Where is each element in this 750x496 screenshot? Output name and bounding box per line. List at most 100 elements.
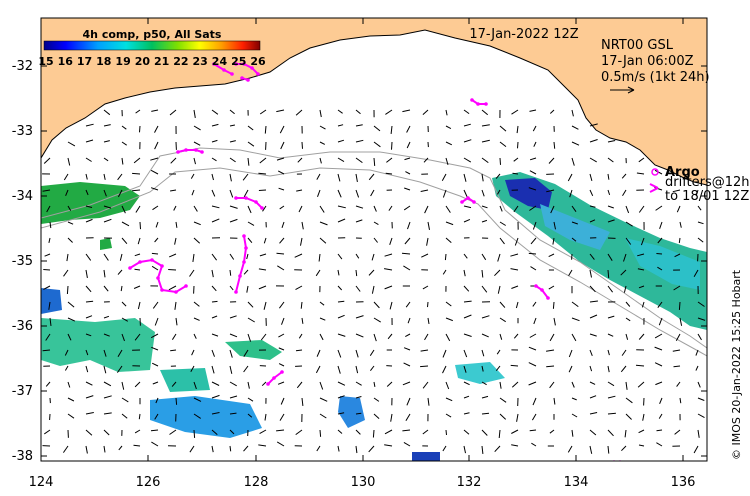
current-arrow	[481, 253, 487, 261]
sst-patch	[540, 204, 610, 250]
current-arrow	[514, 237, 519, 246]
current-arrow	[45, 333, 51, 341]
current-arrow	[103, 365, 107, 374]
colorbar-tick-label: 19	[115, 55, 130, 68]
current-arrow	[319, 429, 322, 437]
current-arrow	[407, 317, 411, 324]
lat-tick-label: -32	[12, 59, 33, 74]
current-arrow	[607, 285, 614, 293]
current-arrow	[259, 253, 267, 257]
current-arrow	[264, 413, 267, 421]
current-arrow	[67, 157, 71, 166]
current-arrow	[67, 397, 75, 402]
current-arrow	[497, 253, 501, 262]
current-arrow	[154, 413, 159, 420]
current-arrow	[337, 124, 344, 127]
lon-tick-label: 136	[671, 475, 696, 490]
current-arrow	[151, 252, 159, 255]
current-arrow	[607, 157, 614, 163]
current-arrow	[463, 300, 472, 303]
current-arrow	[151, 441, 159, 447]
colorbar-tick-label: 24	[212, 55, 228, 68]
current-arrow	[370, 189, 375, 197]
current-arrow	[193, 413, 201, 419]
drifter-point	[138, 260, 142, 264]
lon-tick-label: 126	[136, 475, 161, 490]
current-arrow	[420, 189, 429, 192]
current-arrow	[697, 205, 702, 211]
current-arrow	[134, 253, 141, 257]
current-arrow	[373, 157, 376, 166]
current-arrow	[173, 205, 177, 211]
lat-tick-label: -33	[12, 124, 33, 139]
current-arrow	[85, 157, 92, 162]
current-arrow	[281, 221, 285, 228]
current-arrow	[638, 444, 645, 447]
current-arrow	[85, 300, 94, 303]
sst-patch	[150, 396, 262, 438]
current-arrow	[427, 397, 430, 406]
current-arrow	[44, 253, 51, 257]
current-arrow	[589, 412, 598, 415]
current-arrow	[625, 333, 629, 340]
current-arrow	[481, 109, 489, 116]
current-arrow	[529, 170, 537, 175]
current-arrow	[463, 333, 472, 337]
current-arrow	[247, 317, 255, 323]
current-arrow	[571, 205, 577, 212]
current-arrow	[85, 139, 94, 143]
current-arrow	[294, 253, 303, 258]
current-arrow	[463, 445, 466, 454]
current-arrow	[463, 189, 468, 198]
current-arrow	[211, 315, 218, 319]
lat-axis: -32 -33 -34 -35 -36 -37 -38	[12, 59, 33, 464]
current-arrow	[672, 349, 681, 352]
current-arrow	[337, 157, 345, 163]
current-arrow	[638, 157, 645, 163]
current-arrow	[589, 365, 593, 372]
current-arrow	[48, 301, 51, 310]
current-arrow	[624, 429, 627, 438]
current-arrow	[118, 445, 123, 451]
current-arrow	[319, 237, 327, 244]
drifter-point	[160, 288, 164, 292]
current-arrow	[355, 205, 364, 209]
current-arrow	[405, 413, 411, 422]
current-arrow	[499, 301, 506, 308]
current-arrow	[154, 237, 159, 243]
current-arrow	[318, 253, 321, 262]
current-arrow	[155, 397, 159, 404]
current-arrow	[229, 253, 235, 260]
current-arrow	[403, 347, 411, 351]
current-arrow	[193, 397, 202, 402]
colorbar-tick-label: 22	[173, 55, 188, 68]
product-line-2: 17-Jan 06:00Z	[601, 54, 694, 69]
current-arrow	[641, 301, 645, 308]
current-arrow	[516, 413, 519, 422]
current-arrow	[298, 333, 303, 339]
drifter-track	[236, 63, 259, 75]
current-arrow	[515, 301, 519, 309]
drifter-track	[129, 258, 187, 294]
current-arrow	[403, 441, 411, 447]
current-arrow	[567, 173, 573, 182]
current-arrow	[568, 349, 573, 358]
current-arrow	[695, 349, 699, 356]
current-arrow	[337, 349, 342, 358]
current-arrow	[532, 221, 537, 230]
current-arrow	[481, 395, 489, 399]
current-arrow	[373, 237, 378, 243]
current-arrow	[117, 349, 123, 357]
current-arrow	[463, 365, 467, 373]
sst-patch	[225, 340, 282, 360]
current-arrow	[373, 221, 379, 226]
current-arrow	[553, 317, 556, 326]
current-arrow	[406, 125, 411, 133]
current-arrow	[463, 429, 470, 435]
current-arrow	[121, 141, 127, 146]
current-arrow	[498, 429, 501, 439]
current-arrow	[625, 381, 628, 390]
current-arrow	[319, 317, 326, 321]
current-arrow	[337, 109, 343, 114]
